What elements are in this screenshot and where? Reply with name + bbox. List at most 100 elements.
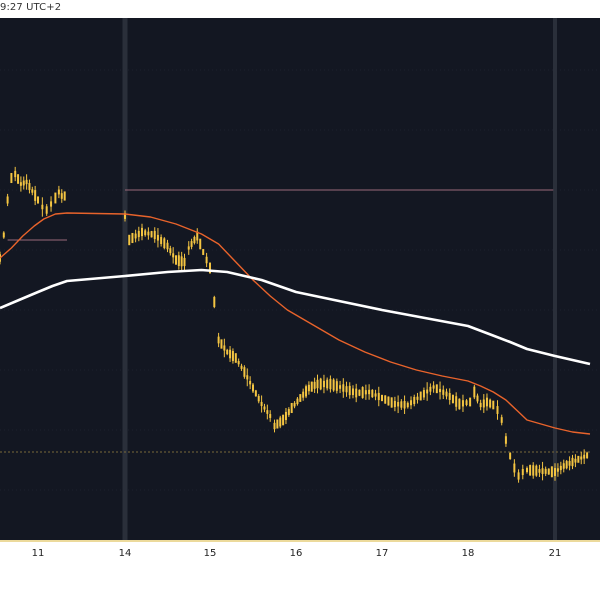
candle-body — [31, 189, 34, 193]
candle-body — [172, 253, 175, 258]
candle-body — [445, 391, 448, 397]
candle-body — [45, 206, 48, 214]
candle-body — [550, 466, 553, 478]
candle-body — [387, 396, 390, 406]
candle-body — [326, 379, 329, 389]
candle-body — [461, 400, 464, 407]
candle-body — [6, 196, 9, 204]
candle-body — [556, 468, 559, 472]
candle-body — [305, 386, 308, 397]
candle-body — [310, 381, 313, 392]
candle-body — [282, 414, 285, 426]
candle-body — [202, 249, 205, 255]
candle-body — [249, 380, 252, 385]
candle-body — [439, 388, 442, 393]
candle-body — [237, 361, 240, 365]
candle-body — [2, 232, 5, 238]
candle-body — [205, 256, 208, 264]
candle-body — [276, 419, 279, 429]
candle-body — [521, 468, 524, 476]
candle-body — [416, 396, 419, 400]
candle-body — [14, 170, 17, 178]
ema-slow-line — [0, 268, 591, 366]
candle-body — [28, 183, 31, 190]
candle-body — [571, 457, 574, 467]
x-tick-label: 18 — [462, 548, 475, 559]
candle-body — [381, 394, 383, 402]
candle-body — [432, 385, 435, 389]
candle-body — [377, 392, 380, 401]
candle-body — [554, 468, 556, 476]
candle-body — [426, 389, 429, 394]
candle-body — [565, 461, 568, 469]
candle-body — [193, 236, 196, 244]
candle-body — [144, 230, 147, 236]
candle-body — [393, 400, 396, 408]
candle-body — [364, 390, 367, 395]
grid-layer — [0, 18, 600, 540]
candle-body — [496, 406, 499, 414]
candle-body — [156, 234, 159, 241]
candle-body — [455, 396, 458, 407]
candle-body — [254, 390, 257, 397]
candle-body — [263, 406, 266, 410]
lines-layer — [0, 212, 591, 435]
candle-body — [339, 385, 342, 389]
candle-body — [559, 465, 562, 471]
candle-body — [150, 231, 153, 238]
candle-body — [406, 402, 409, 408]
candle-body — [296, 398, 299, 405]
candle-body — [153, 230, 156, 240]
candle-body — [390, 397, 393, 408]
candle-body — [345, 386, 348, 393]
candle-body — [190, 241, 193, 247]
candle-body — [358, 389, 361, 396]
candle-body — [535, 465, 538, 476]
candle-body — [177, 255, 180, 267]
candle-body — [332, 379, 335, 391]
candle-body — [541, 468, 544, 474]
candle-body — [231, 351, 234, 361]
candle-body — [544, 468, 547, 474]
session-separator — [553, 18, 557, 540]
candle-body — [509, 452, 512, 460]
candle-body — [213, 297, 216, 307]
candle-body — [22, 180, 25, 186]
price-chart[interactable]: 11 14 15 16 17 18 21 — [0, 0, 600, 566]
candle-body — [538, 469, 541, 473]
candle-body — [147, 231, 150, 236]
candle-body — [513, 463, 516, 473]
candle-body — [63, 191, 66, 201]
candle-body — [199, 238, 202, 250]
candle-body — [257, 395, 260, 402]
candle-body — [451, 394, 454, 404]
candle-body — [50, 201, 53, 207]
candle-body — [348, 385, 351, 396]
candle-body — [166, 242, 169, 250]
candle-body — [10, 172, 13, 184]
candle-body — [319, 378, 322, 390]
candle-body — [17, 174, 20, 184]
candle-body — [131, 232, 134, 244]
candle-body — [163, 238, 166, 249]
x-axis: 11 14 15 16 17 18 21 — [0, 540, 600, 559]
candle-body — [243, 367, 246, 377]
candle-body — [180, 256, 183, 267]
ema-fast-line — [0, 212, 591, 435]
candle-body — [37, 196, 39, 204]
session-separator — [122, 18, 128, 540]
candle-body — [54, 192, 57, 204]
x-tick-label: 21 — [549, 548, 562, 559]
x-tick-label: 11 — [32, 548, 45, 559]
candle-body — [19, 182, 22, 186]
candle-body — [329, 378, 332, 390]
candle-body — [41, 204, 44, 210]
candle-body — [316, 379, 319, 389]
candle-body — [223, 345, 226, 351]
candle-body — [583, 454, 586, 459]
candle-body — [580, 456, 583, 460]
candle-body — [134, 233, 137, 239]
candle-body — [384, 395, 387, 404]
candle-body — [568, 460, 571, 466]
candle-body — [532, 465, 535, 476]
